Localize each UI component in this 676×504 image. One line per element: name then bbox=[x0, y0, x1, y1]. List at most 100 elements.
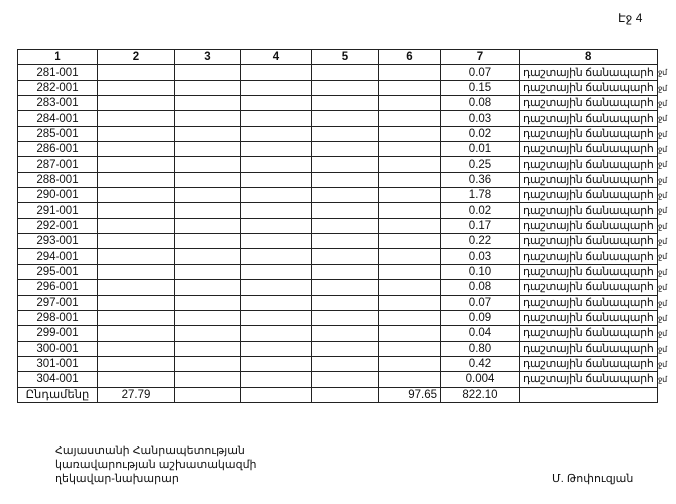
cut-off-text: ջմ bbox=[658, 145, 667, 155]
area-value: 0.22 bbox=[440, 233, 520, 250]
area-value: 0.02 bbox=[440, 125, 520, 143]
empty-cell bbox=[97, 248, 175, 265]
column-header: 4 bbox=[240, 48, 312, 66]
land-type-label: դաշտային ճանապարհ bbox=[523, 358, 654, 371]
area-value: 0.01 bbox=[440, 141, 520, 158]
empty-cell bbox=[240, 171, 312, 189]
empty-cell bbox=[240, 248, 312, 265]
empty-cell bbox=[97, 355, 175, 373]
cut-off-text: ջմ bbox=[658, 313, 667, 323]
land-type: դաշտային ճանապարհ ջմ bbox=[519, 156, 667, 173]
empty-cell bbox=[174, 95, 241, 112]
area-value: 0.08 bbox=[440, 279, 520, 296]
signatory-title: Հայաստանի Հանրապետության կառավարության ա… bbox=[55, 444, 257, 486]
total-col6: 97.65 bbox=[378, 386, 441, 403]
column-header: 5 bbox=[311, 48, 379, 66]
cut-off-text: ջմ bbox=[658, 99, 667, 109]
empty-cell bbox=[174, 171, 241, 189]
land-type-label: դաշտային ճանապարհ bbox=[523, 112, 654, 125]
parcel-code: 295-001 bbox=[17, 263, 98, 281]
land-type: դաշտային ճանապարհ ջմ bbox=[519, 171, 667, 189]
empty-cell bbox=[174, 187, 241, 204]
empty-cell bbox=[378, 340, 441, 357]
land-type: դաշտային ճանապարհ ջմ bbox=[519, 217, 667, 235]
parcel-code: 291-001 bbox=[17, 202, 98, 219]
land-type: դաշտային ճանապարհ ջմ bbox=[519, 309, 667, 327]
land-type: դաշտային ճանապարհ ջմ bbox=[519, 355, 667, 373]
empty-cell bbox=[97, 79, 175, 97]
table-row: 298-001 0.09 դաշտային ճանապարհ ջմ bbox=[17, 309, 667, 327]
parcel-code: 290-001 bbox=[17, 187, 98, 204]
land-type-label: դաշտային ճանապարհ bbox=[523, 204, 654, 217]
empty-cell bbox=[174, 217, 241, 235]
empty-cell bbox=[240, 325, 312, 342]
empty-cell bbox=[311, 141, 379, 158]
column-header: 2 bbox=[97, 48, 175, 66]
area-value: 0.07 bbox=[440, 294, 520, 311]
empty-cell bbox=[240, 279, 312, 296]
land-type-label: դաշտային ճանապարհ bbox=[523, 327, 654, 340]
land-type-label: դաշտային ճանապարհ bbox=[523, 342, 654, 355]
table-row: 282-001 0.15 դաշտային ճանապարհ ջմ bbox=[17, 79, 667, 97]
land-type-label: դաշտային ճանապարհ bbox=[523, 281, 654, 294]
area-value: 0.36 bbox=[440, 171, 520, 189]
empty-cell bbox=[378, 156, 441, 173]
empty-cell bbox=[240, 79, 312, 97]
empty-cell bbox=[311, 371, 379, 388]
land-type: դաշտային ճանապարհ ջմ bbox=[519, 233, 667, 250]
empty-cell bbox=[311, 95, 379, 112]
empty-cell bbox=[378, 371, 441, 388]
empty-cell bbox=[378, 171, 441, 189]
parcel-code: 287-001 bbox=[17, 156, 98, 173]
empty-cell bbox=[174, 386, 241, 403]
footer-line: կառավարության աշխատակազմի bbox=[55, 459, 257, 471]
land-type-label: դաշտային ճանապարհ bbox=[523, 312, 654, 325]
empty-cell bbox=[240, 202, 312, 219]
empty-cell bbox=[240, 355, 312, 373]
column-header: 6 bbox=[378, 48, 441, 66]
cut-off-text: ջմ bbox=[658, 114, 667, 124]
empty-cell bbox=[311, 79, 379, 97]
land-type: դաշտային ճանապարհ ջմ bbox=[519, 279, 667, 296]
empty-cell bbox=[311, 217, 379, 235]
land-type: դաշտային ճանապարհ ջմ bbox=[519, 64, 667, 81]
empty-cell bbox=[240, 156, 312, 173]
empty-cell bbox=[311, 110, 379, 127]
empty-cell bbox=[378, 110, 441, 127]
empty-cell bbox=[240, 371, 312, 388]
area-value: 0.08 bbox=[440, 95, 520, 112]
land-type: դաշտային ճանապարհ ջմ bbox=[519, 202, 667, 219]
cut-off-text: ջմ bbox=[658, 344, 667, 354]
total-col7: 822.10 bbox=[440, 386, 520, 403]
empty-cell bbox=[240, 294, 312, 311]
cut-off-text: ջմ bbox=[658, 191, 667, 201]
empty-cell bbox=[97, 95, 175, 112]
footer-line: ղեկավար-նախարար bbox=[55, 473, 179, 485]
land-type: դաշտային ճանապարհ ջմ bbox=[519, 340, 667, 357]
area-value: 0.07 bbox=[440, 64, 520, 81]
empty-cell bbox=[174, 64, 241, 81]
empty-cell bbox=[519, 386, 658, 403]
land-type: դաշտային ճանապարհ ջմ bbox=[519, 294, 667, 311]
empty-cell bbox=[240, 187, 312, 204]
table-row: 288-001 0.36 դաշտային ճանապարհ ջմ bbox=[17, 171, 667, 189]
land-type-label: դաշտային ճանապարհ bbox=[523, 97, 654, 110]
land-type-label: դաշտային ճանապարհ bbox=[523, 81, 654, 94]
empty-cell bbox=[311, 309, 379, 327]
parcel-code: 282-001 bbox=[17, 79, 98, 97]
cut-off-text: ջմ bbox=[658, 129, 667, 139]
empty-cell bbox=[174, 233, 241, 250]
table-row: 284-001 0.03 դաշտային ճանապարհ ջմ bbox=[17, 110, 667, 127]
land-type-label: դաշտային ճանապարհ bbox=[523, 296, 654, 309]
empty-cell bbox=[174, 110, 241, 127]
empty-cell bbox=[378, 325, 441, 342]
area-value: 1.78 bbox=[440, 187, 520, 204]
empty-cell bbox=[97, 340, 175, 357]
area-value: 0.04 bbox=[440, 325, 520, 342]
area-value: 0.02 bbox=[440, 202, 520, 219]
empty-cell bbox=[174, 79, 241, 97]
table-row: 299-001 0.04 դաշտային ճանապարհ ջմ bbox=[17, 325, 667, 342]
cut-off-text: ջմ bbox=[658, 283, 667, 293]
empty-cell bbox=[311, 171, 379, 189]
cut-off-text: ջմ bbox=[658, 237, 667, 247]
